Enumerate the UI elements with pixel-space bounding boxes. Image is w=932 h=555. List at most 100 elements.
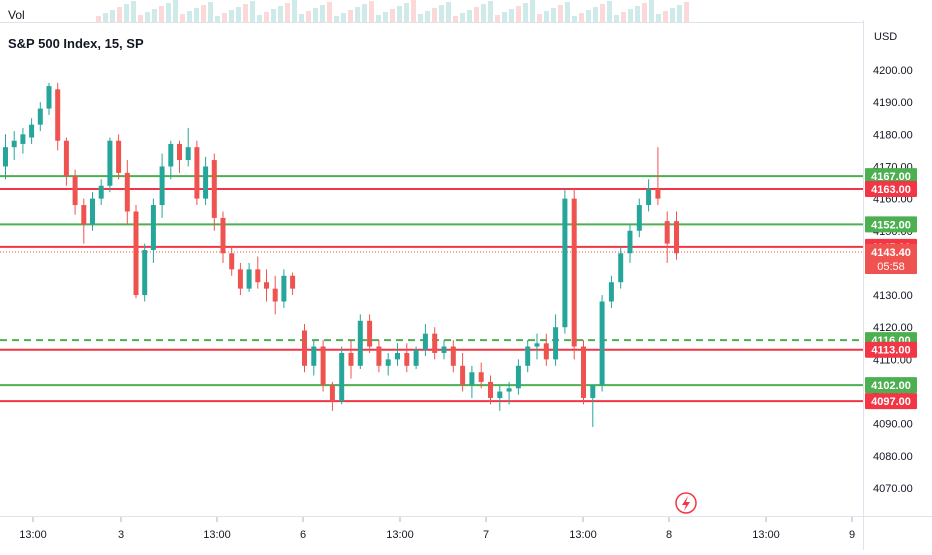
volume-bar (201, 5, 206, 22)
last-price-badge (865, 243, 917, 274)
candle-body (385, 359, 391, 366)
candle-body (37, 108, 43, 125)
volume-bar (488, 1, 493, 22)
price-tick-label: 4120.00 (873, 322, 913, 334)
candle-body (159, 166, 165, 206)
volume-bar (404, 3, 409, 22)
candle-body (72, 176, 78, 206)
volume-bar (579, 13, 584, 22)
candle-body (515, 365, 521, 389)
candle-body (413, 349, 419, 366)
volume-bar (110, 10, 115, 22)
candle-body (608, 282, 614, 302)
candle-body (281, 275, 287, 302)
volume-bar (124, 4, 129, 22)
volume-bar (236, 7, 241, 22)
volume-bar (299, 14, 304, 22)
chart-title: S&P 500 Index, 15, SP (8, 36, 144, 51)
candle-body (124, 172, 130, 212)
candle-body (441, 346, 447, 353)
candle-body (3, 147, 8, 167)
volume-bar (208, 2, 213, 22)
candle-body (618, 253, 624, 283)
flash-icon-ring (675, 492, 697, 514)
volume-bar (103, 13, 108, 22)
candle-body (290, 275, 296, 289)
volume-bar (558, 5, 563, 22)
volume-bar (600, 4, 605, 22)
grid (0, 20, 932, 550)
volume-bar (362, 4, 367, 22)
volume-bar (355, 7, 360, 22)
volume-bar (453, 16, 458, 22)
candle-body (150, 205, 156, 251)
candle-body (237, 269, 243, 289)
candle-body (478, 372, 484, 382)
volume-bar (257, 15, 262, 22)
volume-bar (656, 14, 661, 22)
level-badge-label: 4167.00 (871, 171, 911, 183)
volume-bar (138, 15, 143, 22)
candle-body (460, 365, 466, 386)
volume-bar (495, 15, 500, 22)
candle-body (90, 198, 95, 225)
candle-body (506, 388, 512, 392)
candle-body (264, 282, 269, 289)
volume-bar (250, 1, 255, 22)
volume-bar (530, 0, 535, 22)
volume-bar (418, 14, 423, 22)
flash-icon[interactable] (675, 492, 697, 514)
candle-body (194, 147, 200, 199)
candles (3, 82, 679, 427)
volume-bar (292, 0, 297, 22)
candle-body (404, 352, 410, 366)
level-badge (865, 216, 917, 233)
level-badge-label: 4163.00 (871, 184, 911, 196)
candle-body (367, 320, 373, 347)
candle-body (599, 301, 605, 386)
candle-body (590, 385, 596, 398)
currency-label[interactable]: USD (874, 31, 898, 43)
volume-bar (446, 2, 451, 22)
volume-bar (460, 13, 465, 22)
candle-body (655, 188, 661, 199)
volume-bar (586, 10, 591, 22)
candle-body (581, 346, 586, 398)
candle-body (329, 385, 335, 402)
price-tick-label: 4180.00 (873, 129, 913, 141)
price-tick-label: 4190.00 (873, 97, 913, 109)
candle-body (302, 330, 307, 366)
volume-bar (376, 15, 381, 22)
candle-body (534, 343, 540, 347)
candle-body (376, 346, 382, 366)
time-tick-label: 6 (300, 529, 306, 541)
level-badge (865, 168, 917, 185)
price-tick-label: 4130.00 (873, 290, 913, 302)
candle-body (664, 221, 670, 244)
candle-body (81, 205, 87, 225)
candle-body (488, 381, 493, 398)
volume-bar (523, 3, 528, 22)
volume-bar (474, 7, 479, 22)
volume-bar (313, 8, 318, 22)
volume-bar (194, 8, 199, 22)
volume-bar (467, 10, 472, 22)
volume-bar (481, 4, 486, 22)
candle-body (497, 391, 503, 398)
candle-body (627, 230, 633, 254)
time-tick-label: 7 (483, 529, 489, 541)
candle-body (63, 140, 69, 177)
volume-bar (278, 6, 283, 22)
volume-bar (684, 2, 689, 22)
time-tick-label: 8 (666, 529, 672, 541)
time-axis[interactable]: 13:00 3 13:00 6 13:00 7 13:00 8 13:00 9 (19, 517, 855, 541)
volume-bar (215, 16, 220, 22)
volume-label: Vol (8, 8, 25, 22)
price-axis[interactable]: 4200.004190.004180.004170.004160.004150.… (873, 65, 913, 495)
candle-body (255, 269, 261, 283)
volume-bar (264, 12, 269, 22)
candle-body (203, 166, 209, 199)
candle-body (46, 86, 52, 109)
